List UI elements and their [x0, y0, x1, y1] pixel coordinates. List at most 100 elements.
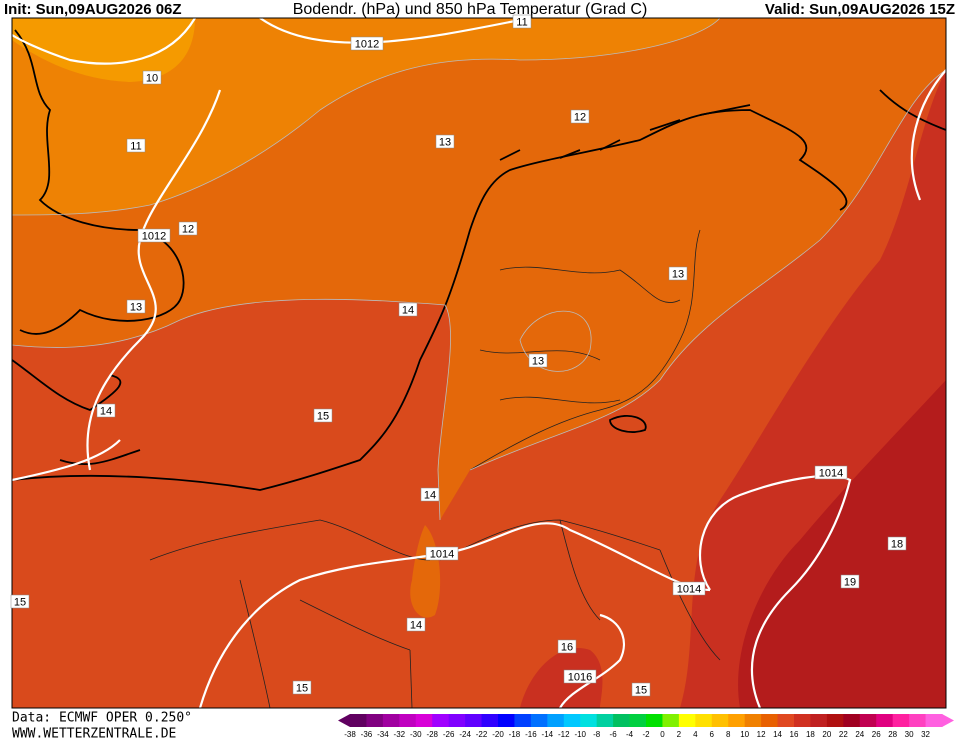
label-box	[570, 109, 590, 124]
data-source: Data: ECMWF OPER 0.250°	[12, 711, 192, 726]
label-box	[142, 70, 162, 85]
colorbar-label: 4	[693, 730, 698, 739]
colorbar-swatch	[695, 714, 713, 727]
colorbar-label: -28	[426, 730, 438, 739]
contour-label: 1014	[819, 467, 843, 479]
colorbar-swatch	[498, 714, 515, 727]
colorbar-swatch	[514, 714, 532, 727]
colorbar-label: -30	[410, 730, 422, 739]
colorbar-swatch	[580, 714, 598, 727]
colorbar-swatch	[777, 714, 795, 727]
colorbar-label: -38	[344, 730, 356, 739]
colorbar-swatch	[382, 714, 400, 727]
colorbar-label: 22	[839, 730, 848, 739]
colorbar-label: -6	[610, 730, 618, 739]
colorbar-label: -34	[377, 730, 389, 739]
contour-label: 11	[516, 16, 527, 28]
borders	[149, 229, 721, 708]
temp-10-12	[12, 18, 720, 215]
label-box	[528, 353, 548, 368]
colorbar-swatch	[859, 714, 877, 727]
colorbar-label: -14	[542, 730, 554, 739]
valid-time: Valid: Sun,09AUG2026 15Z	[765, 1, 955, 18]
colorbar-swatch	[925, 714, 943, 727]
colorbar-swatch	[794, 714, 811, 727]
contour-label: 19	[844, 576, 856, 588]
label-box	[313, 408, 333, 423]
init-time: Init: Sun,09AUG2026 06Z	[4, 1, 182, 18]
colorbar-label: 16	[790, 730, 799, 739]
colorbar-label: 8	[726, 730, 731, 739]
colorbar-swatch	[892, 714, 910, 727]
map-title: Bodendr. (hPa) und 850 hPa Temperatur (G…	[293, 1, 648, 18]
contour-label: 1014	[430, 548, 454, 560]
contour-label: 1012	[355, 38, 379, 50]
isotherms	[12, 18, 946, 521]
temp-16-18	[520, 648, 603, 708]
colorbar-arrow	[942, 714, 954, 727]
contour-label: 13	[439, 136, 451, 148]
map-frame	[11, 17, 947, 709]
contour-label: 14	[100, 405, 112, 417]
contour-label: 1012	[142, 230, 166, 242]
colorbar-label: 10	[740, 730, 749, 739]
colorbar-label: 6	[710, 730, 715, 739]
contour-label: 15	[296, 682, 308, 694]
contour-label: 12	[182, 223, 194, 235]
contour-labels: 11 10 1012 12 11 13 1012 12 13 14 13 13 14 15 14 1014 10…	[10, 14, 907, 697]
colorbar-swatch	[547, 714, 565, 727]
label-box	[178, 221, 198, 236]
label-box	[435, 134, 455, 149]
colorbar-swatch	[711, 714, 729, 727]
label-box	[96, 403, 116, 418]
isobars	[12, 18, 946, 708]
colorbar-swatch	[843, 714, 861, 727]
label-box	[126, 138, 146, 153]
colorbar-label: -22	[476, 730, 488, 739]
colorbar-label: -4	[626, 730, 634, 739]
colorbar-swatch	[399, 714, 417, 727]
colorbar-swatch	[432, 714, 450, 727]
label-box	[512, 14, 532, 29]
contour-label: 15	[317, 410, 329, 422]
colorbar-swatch	[662, 714, 680, 727]
colorbar-label: 24	[855, 730, 864, 739]
colorbar-label: 2	[677, 730, 682, 739]
colorbar-label: 26	[872, 730, 881, 739]
label-box	[126, 299, 146, 314]
contour-label: 15	[635, 684, 647, 696]
colorbar-label: -18	[509, 730, 521, 739]
colorbar-swatch	[876, 714, 894, 727]
colorbar-swatch	[350, 714, 367, 727]
label-box	[814, 465, 848, 480]
contour-label: 12	[574, 111, 586, 123]
colorbar-swatch	[646, 714, 663, 727]
label-box	[137, 228, 171, 243]
contour-label: 14	[402, 304, 414, 316]
site: WWW.WETTERZENTRALE.DE	[12, 727, 176, 741]
label-box	[631, 682, 651, 697]
colorbar-label: 32	[921, 730, 930, 739]
colorbar-label: -2	[642, 730, 650, 739]
colorbar-swatch	[465, 714, 483, 727]
colorbar-label: 12	[757, 730, 766, 739]
contour-label: 14	[410, 619, 422, 631]
label-box	[398, 302, 418, 317]
colorbar-arrow	[338, 714, 350, 727]
colorbar-swatch	[629, 714, 647, 727]
label-box	[292, 680, 312, 695]
colorbar-label: -26	[443, 730, 455, 739]
label-box	[420, 487, 440, 502]
contour-label: 16	[561, 641, 573, 653]
colorbar-swatch	[481, 714, 499, 727]
label-box	[406, 617, 426, 632]
colorbar-label: 14	[773, 730, 782, 739]
colorbar-label: 28	[888, 730, 897, 739]
contour-label: 15	[14, 596, 26, 608]
colorbar-label: -32	[394, 730, 406, 739]
label-box	[425, 546, 459, 561]
temp-8-10	[12, 18, 195, 82]
colorbar-swatch	[826, 714, 844, 727]
temp-18-20	[738, 380, 946, 708]
